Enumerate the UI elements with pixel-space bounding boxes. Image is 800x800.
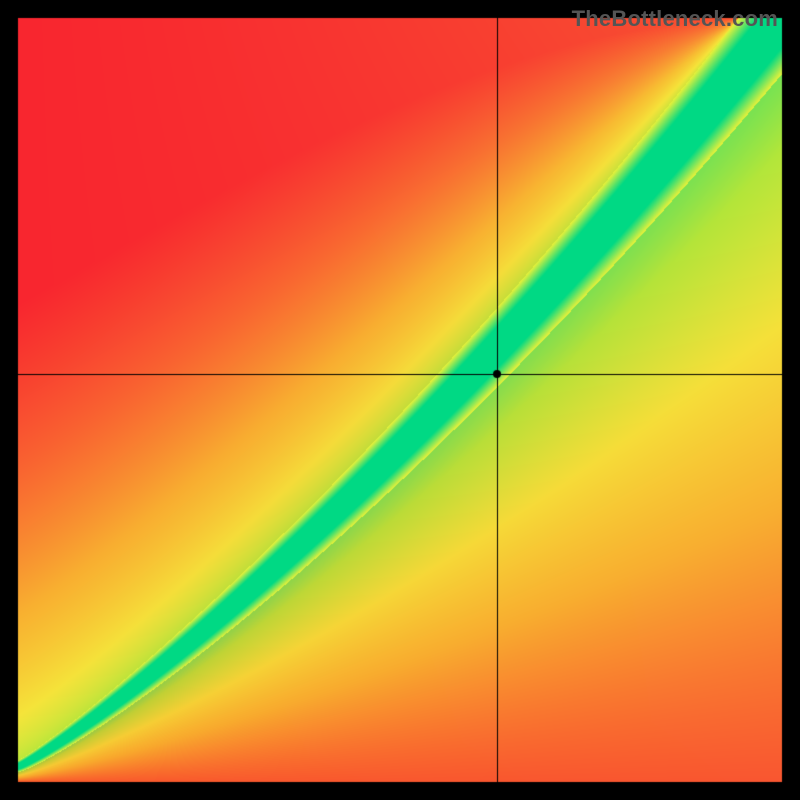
watermark-text: TheBottleneck.com: [572, 6, 778, 32]
bottleneck-heatmap: [0, 0, 800, 800]
